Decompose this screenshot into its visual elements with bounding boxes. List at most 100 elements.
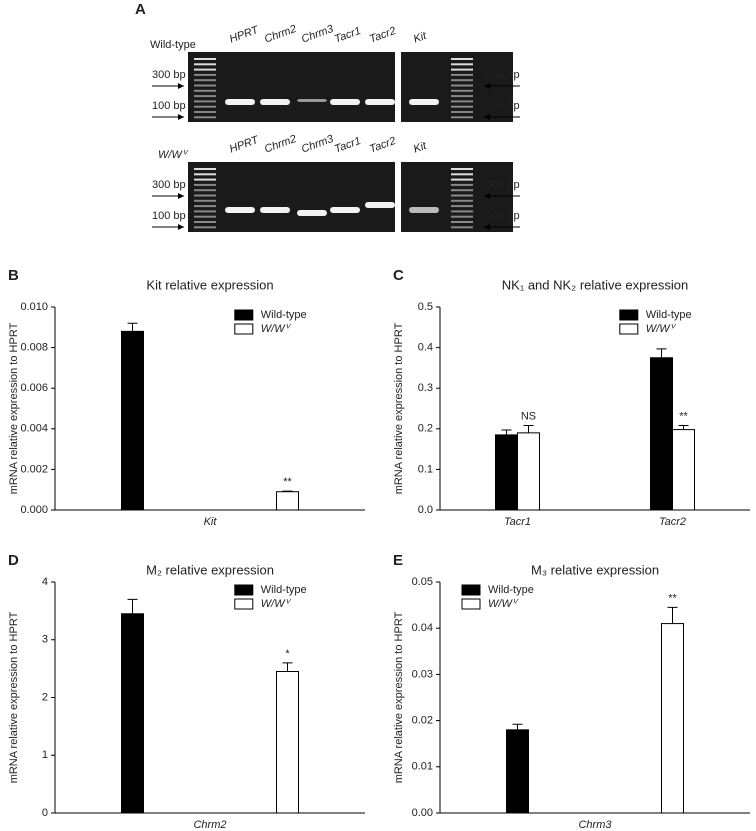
ladder-band [451, 95, 473, 98]
lane-label: Tacr2 [368, 25, 398, 46]
x-tick-label: Tacr1 [504, 516, 531, 528]
ladder-band [451, 189, 473, 192]
bar [276, 491, 299, 511]
ladder-band [194, 111, 216, 113]
error-bar [667, 606, 678, 624]
error-bar [282, 662, 293, 672]
legend-label: Wild-type [488, 584, 534, 596]
y-tick-label: 1 [42, 749, 48, 761]
bar [495, 434, 518, 511]
significance-label: NS [521, 410, 536, 422]
ladder-band [194, 205, 216, 208]
ladder-band [451, 168, 473, 170]
gel-band [365, 202, 395, 208]
arrow-head [484, 193, 490, 199]
y-axis-label: mRNA relative expression to HPRT [8, 322, 20, 494]
x-tick-label: Tacr2 [659, 516, 686, 528]
error-bar [656, 348, 667, 358]
ladder-band [451, 73, 473, 76]
panel-label: C [393, 267, 404, 284]
y-tick-label: 0.2 [418, 423, 433, 435]
y-tick-label: 0.04 [412, 622, 433, 634]
ladder-band [194, 168, 216, 170]
ladder-band [451, 116, 473, 119]
error-bar [512, 723, 523, 730]
lane-label: Chrm3 [300, 133, 336, 156]
ladder-band [194, 221, 216, 223]
y-axis-label: mRNA relative expression to HPRT [393, 322, 405, 494]
legend-label: W/Wⱽ [261, 598, 292, 610]
ladder-band [451, 183, 473, 186]
lane-label: Chrm2 [263, 133, 298, 156]
error-bar [501, 429, 512, 435]
ladder-band [194, 68, 216, 71]
ladder-band [451, 111, 473, 113]
y-tick-label: 0.000 [20, 504, 48, 516]
y-axis-label: mRNA relative expression to HPRT [393, 611, 405, 783]
y-tick-label: 0.05 [412, 576, 433, 588]
lane-label: Chrm2 [263, 23, 298, 46]
y-tick-label: 0.008 [20, 342, 48, 354]
arrow-head [484, 114, 490, 120]
gel-band [225, 99, 255, 105]
gel [188, 162, 395, 232]
y-tick-label: 0.1 [418, 463, 433, 475]
arrow-head [178, 114, 184, 120]
y-tick-label: 4 [42, 576, 48, 588]
ladder-band [194, 183, 216, 186]
ladder-band [451, 210, 473, 213]
marker-label: 300 bp [486, 179, 520, 191]
error-bar [678, 425, 689, 430]
marker-label: 300 bp [486, 69, 520, 81]
y-tick-label: 0.4 [418, 342, 433, 354]
lane-label: Chrm3 [300, 23, 336, 46]
ladder-band [194, 58, 216, 60]
ladder-band [451, 68, 473, 71]
ladder-band [194, 95, 216, 98]
y-tick-label: 0.002 [20, 463, 48, 475]
y-tick-label: 0.00 [412, 807, 433, 819]
arrow-head [178, 224, 184, 230]
ladder-band [194, 210, 216, 213]
ladder-band [451, 199, 473, 202]
panel-label: D [8, 552, 19, 569]
y-tick-label: 0.004 [20, 423, 48, 435]
significance-label: ** [679, 410, 688, 422]
legend-label: Wild-type [646, 309, 692, 321]
ladder-band [194, 178, 216, 181]
y-tick-label: 0.006 [20, 382, 48, 394]
bar [672, 429, 695, 511]
ladder-band [451, 100, 473, 103]
gel-band [330, 207, 360, 213]
legend-label: W/Wⱽ [646, 323, 677, 335]
ladder-band [451, 84, 473, 87]
ladder-band [451, 58, 473, 60]
panel-label: A [135, 1, 146, 18]
sample-label: Wild-type [150, 39, 196, 51]
gel-band [260, 207, 290, 213]
legend-swatch [619, 309, 639, 321]
gel-band [365, 99, 395, 105]
ladder-band [194, 73, 216, 76]
lane-label: Tacr1 [333, 25, 363, 46]
chart-title: M₃ relative expression [531, 562, 659, 577]
gel-band [297, 210, 327, 216]
bar [121, 330, 144, 511]
bar [121, 613, 144, 814]
lane-label: HPRT [228, 134, 261, 156]
ladder-band [451, 178, 473, 181]
ladder-band [451, 215, 473, 218]
bar [661, 623, 684, 814]
y-tick-label: 2 [42, 691, 48, 703]
x-tick-label: Kit [204, 516, 218, 528]
marker-label: 100 bp [486, 100, 520, 112]
ladder-band [194, 89, 216, 92]
significance-label: * [285, 648, 290, 660]
ladder-band [194, 63, 216, 66]
legend-swatch [234, 598, 254, 610]
y-tick-label: 0.010 [20, 301, 48, 313]
ladder-band [194, 105, 216, 108]
gel-band [409, 207, 439, 213]
arrow-head [484, 224, 490, 230]
ladder-band [451, 105, 473, 108]
